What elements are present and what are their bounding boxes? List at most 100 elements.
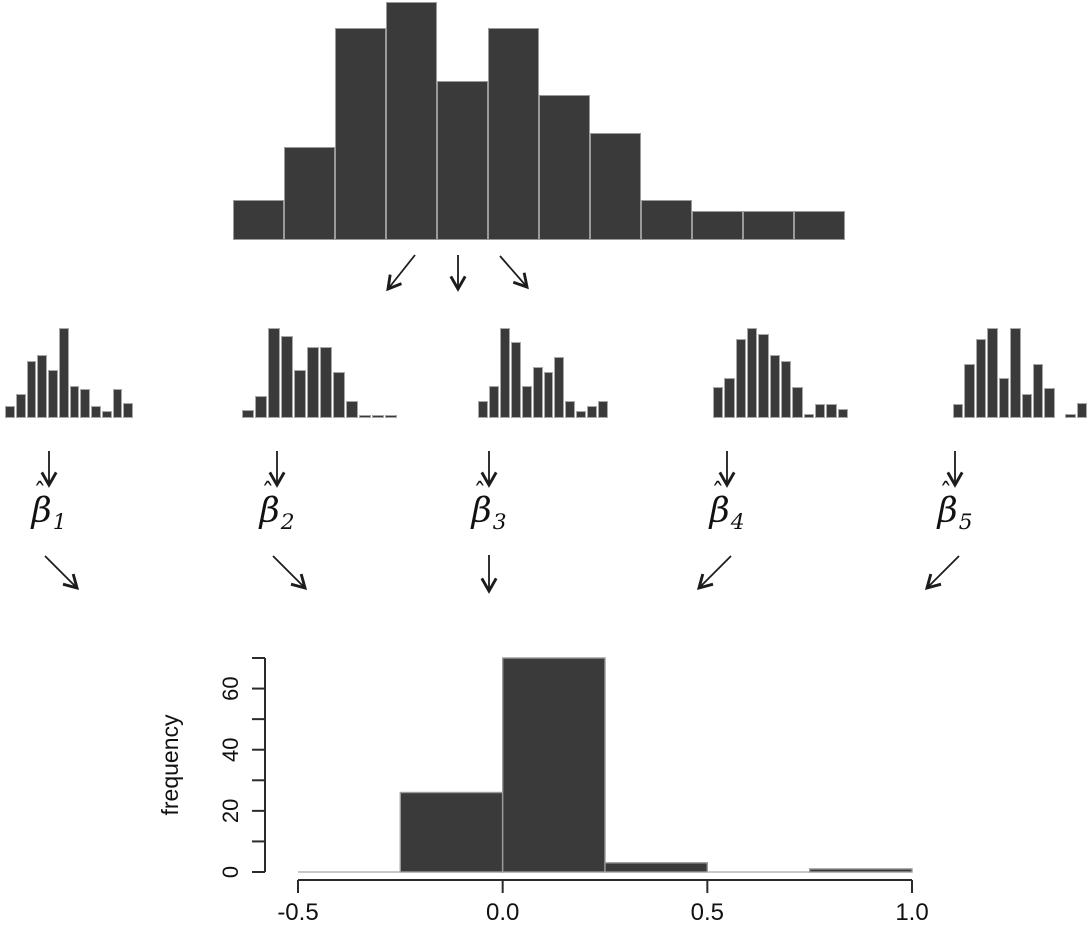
- histogram-bar: [543, 372, 554, 418]
- beta-subscript: 2: [280, 509, 295, 535]
- histogram-bar: [320, 346, 332, 418]
- bootstrap-sample-2-histogram: [242, 328, 397, 418]
- histogram-bar: [91, 406, 101, 418]
- histogram-bar: [565, 400, 576, 418]
- histogram-bar: [532, 366, 543, 418]
- x-tick-label: 0.0: [486, 899, 519, 926]
- histogram-bar: [587, 406, 598, 418]
- histogram-bar: [521, 385, 532, 418]
- histogram-bar: [385, 415, 397, 418]
- histogram-bar: [58, 328, 69, 418]
- hat-accent: ˆ: [711, 477, 725, 507]
- histogram-bar: [539, 94, 590, 240]
- histogram-bar: [1076, 402, 1088, 418]
- histogram-bar: [837, 409, 848, 418]
- histogram-bar: [268, 328, 280, 418]
- beta-subscript: 1: [52, 509, 67, 535]
- histogram-bar: [1044, 388, 1055, 418]
- histogram-bar: [826, 403, 837, 418]
- histogram-bar: [478, 400, 488, 418]
- beta-hat-label-2: ˆ β2: [232, 479, 322, 535]
- hat-accent: ˆ: [473, 477, 487, 507]
- histogram-bar: [294, 370, 306, 418]
- histogram-bar: [399, 791, 504, 873]
- histogram-bar: [499, 328, 510, 418]
- histogram-bar: [37, 355, 47, 418]
- histogram-bar: [814, 403, 826, 418]
- histogram-bar: [953, 403, 964, 418]
- histogram-bar: [346, 400, 358, 418]
- histogram-bar: [713, 387, 724, 418]
- histogram-bar: [964, 364, 975, 418]
- y-tick-label: 40: [218, 737, 243, 761]
- histogram-bar: [792, 387, 803, 418]
- histogram-bar: [1010, 328, 1021, 418]
- histogram-bar: [598, 400, 609, 418]
- histogram-bar: [307, 346, 319, 418]
- arrow-down-left-icon: [924, 555, 960, 591]
- y-tick-label: 60: [218, 676, 243, 700]
- y-axis-title: frequency: [157, 714, 183, 816]
- histogram-bar: [242, 409, 254, 418]
- beta-hat-label-1: ˆ β1: [4, 479, 94, 535]
- histogram-bar: [233, 199, 284, 240]
- histogram-bar: [255, 395, 267, 418]
- histogram-bar: [987, 328, 998, 418]
- histogram-bar: [69, 385, 80, 418]
- histogram-bar: [372, 415, 384, 418]
- arrow-down-icon: [40, 451, 58, 488]
- hat-accent: ˆ: [261, 477, 275, 507]
- beta-symbol: β: [471, 491, 492, 531]
- histogram-bar: [735, 338, 746, 418]
- histogram-bar: [112, 389, 123, 418]
- arrow-down-icon: [718, 451, 736, 488]
- beta-hat-label-3: ˆ β3: [444, 479, 534, 534]
- histogram-bar: [101, 410, 112, 418]
- histogram-bar: [333, 372, 345, 418]
- bootstrap-sample-5-histogram: [953, 328, 1088, 418]
- histogram-bar: [769, 355, 780, 418]
- histogram-bar: [488, 28, 539, 240]
- beta-hat-label-5: ˆ β5: [910, 479, 1000, 535]
- histogram-bar: [48, 370, 58, 418]
- beta-hat-label-4: ˆ β4: [682, 479, 772, 534]
- histogram-bar: [998, 378, 1010, 418]
- population-histogram: [233, 2, 845, 240]
- hat-accent: ˆ: [939, 477, 953, 507]
- beta-symbol: β: [937, 491, 958, 531]
- histogram-bar: [803, 414, 814, 418]
- bootstrap-sample-3-histogram: [478, 328, 609, 418]
- arrow-down-right-icon: [272, 555, 308, 591]
- histogram-bar: [5, 406, 15, 418]
- arrow-down-icon: [268, 451, 286, 488]
- beta-symbol: β: [31, 491, 52, 531]
- x-tick-label: 1.0: [895, 899, 928, 926]
- histogram-bar: [590, 132, 641, 240]
- resample-arrows: [386, 254, 529, 292]
- x-tick-label: -0.5: [277, 899, 318, 926]
- hat-accent: ˆ: [33, 477, 47, 507]
- histogram-bar: [746, 328, 758, 418]
- histogram-bar: [281, 336, 293, 418]
- histogram-bar: [554, 356, 565, 418]
- arrow-down-left-icon: [696, 555, 732, 591]
- histogram-bar: [80, 389, 90, 418]
- histogram-bar: [576, 410, 587, 418]
- arrow-down-right-icon: [44, 555, 80, 591]
- beta-subscript: 5: [958, 509, 973, 535]
- histogram-bar: [758, 334, 769, 418]
- arrow-down-icon: [946, 451, 964, 488]
- histogram-bar: [284, 147, 335, 240]
- y-tick-label: 20: [218, 799, 243, 823]
- histogram-bar: [1065, 414, 1076, 418]
- beta-symbol: β: [259, 491, 280, 531]
- histogram-bar: [15, 393, 26, 418]
- y-tick-label: 0: [218, 866, 243, 878]
- histogram-bar: [780, 361, 792, 418]
- x-tick-label: 0.5: [691, 899, 724, 926]
- arrow-down-icon: [480, 451, 498, 488]
- histogram-bar: [975, 338, 987, 418]
- histogram-bar: [1021, 393, 1032, 418]
- histogram-bar: [724, 378, 735, 418]
